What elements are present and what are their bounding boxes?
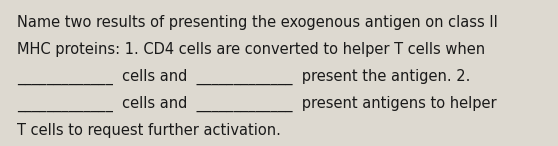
Text: MHC proteins: 1. CD4 cells are converted to helper T cells when: MHC proteins: 1. CD4 cells are converted… [17, 42, 485, 57]
Text: Name two results of presenting the exogenous antigen on class II: Name two results of presenting the exoge… [17, 15, 498, 30]
Text: T cells to request further activation.: T cells to request further activation. [17, 123, 281, 138]
Text: _____________  cells and  _____________  present antigens to helper: _____________ cells and _____________ pr… [17, 96, 497, 112]
Text: _____________  cells and  _____________  present the antigen. 2.: _____________ cells and _____________ pr… [17, 69, 470, 85]
